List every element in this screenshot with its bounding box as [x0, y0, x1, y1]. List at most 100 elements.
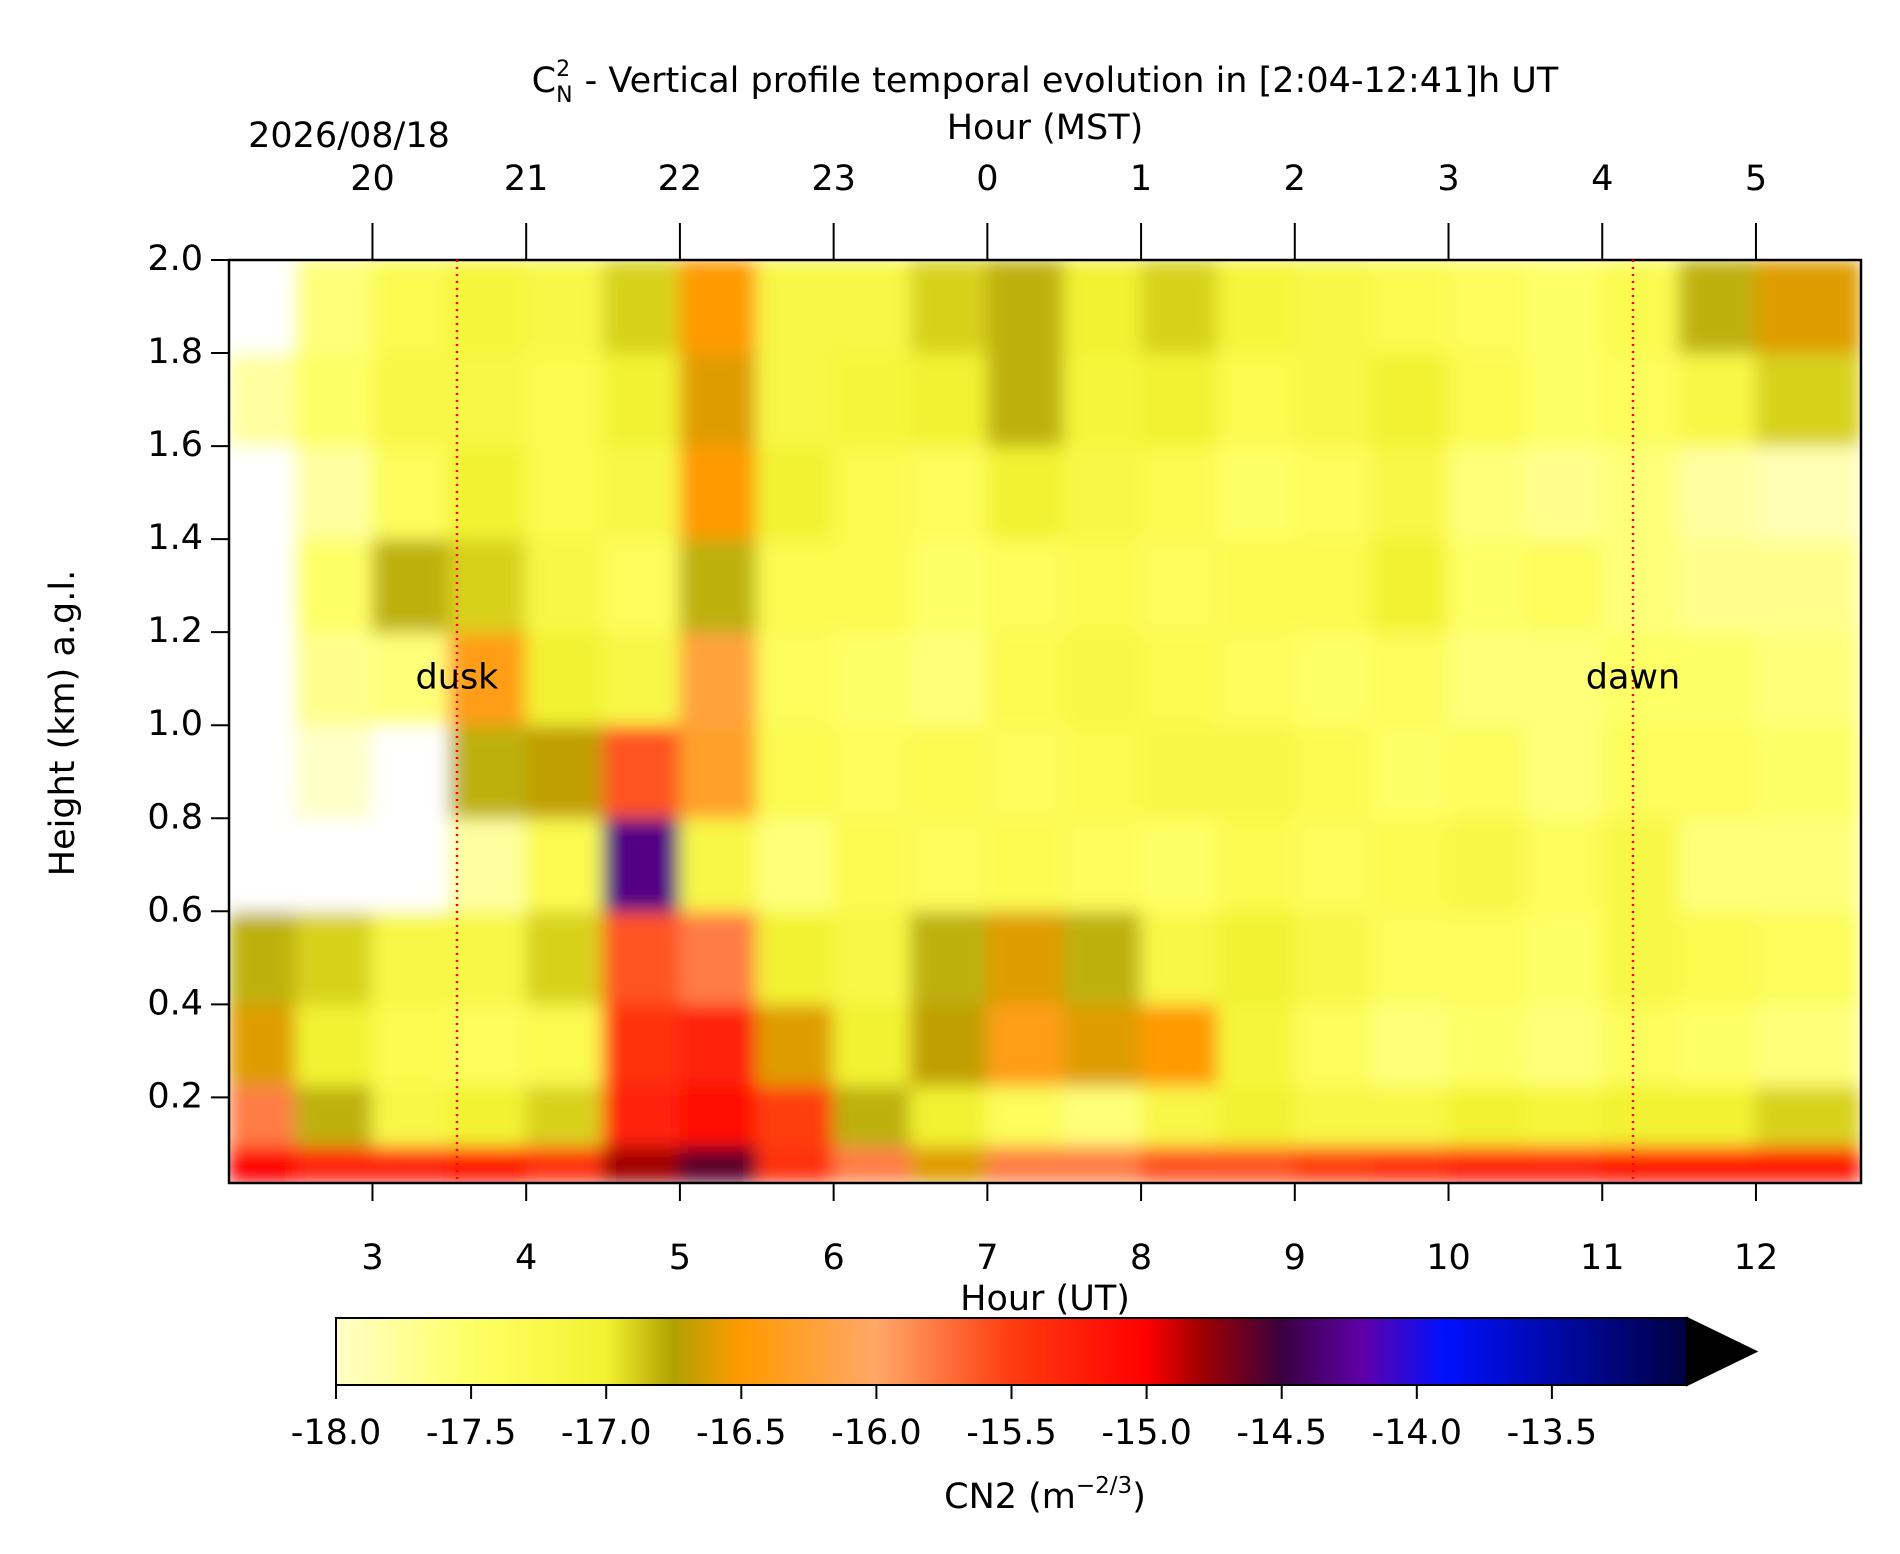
- heat-cell: [295, 817, 373, 912]
- heat-cell: [1294, 817, 1373, 912]
- heat-cell: [756, 1085, 835, 1147]
- heat-cell: [229, 538, 297, 633]
- x-tick-label: 4: [515, 1238, 537, 1278]
- heat-cell: [679, 260, 758, 354]
- heat-cell: [1601, 631, 1680, 726]
- title-sup: 2: [556, 57, 570, 82]
- heat-cell: [909, 1145, 988, 1183]
- x-tick-label: 10: [1426, 1238, 1471, 1278]
- heat-cell: [1371, 1085, 1450, 1147]
- heat-cell: [229, 910, 297, 1005]
- heat-cell: [679, 538, 758, 633]
- heat-cell: [229, 631, 297, 726]
- heat-cell: [1524, 260, 1603, 354]
- y-tick-label: 0.8: [147, 797, 203, 837]
- heat-cell: [525, 352, 604, 447]
- heat-cell: [1755, 445, 1861, 540]
- heat-cell: [1140, 910, 1219, 1005]
- heat-cell: [1217, 631, 1296, 726]
- heat-cell: [1217, 1085, 1296, 1147]
- heat-cell: [448, 538, 527, 633]
- x2-tick-label: 4: [1591, 159, 1613, 199]
- heat-cell: [1678, 910, 1757, 1005]
- heat-cell: [1601, 1085, 1680, 1147]
- heat-cell: [1217, 724, 1296, 819]
- cbar-tick-label: -15.5: [966, 1413, 1057, 1453]
- heat-cell: [525, 910, 604, 1005]
- heat-cell: [1063, 1145, 1142, 1183]
- heat-cell: [1063, 538, 1142, 633]
- heat-cell: [1448, 1145, 1526, 1183]
- heat-cell: [986, 352, 1065, 447]
- heat-cell: [909, 1003, 988, 1087]
- heat-cell: [679, 1085, 758, 1147]
- heat-cell: [1294, 445, 1373, 540]
- heat-cell: [1294, 631, 1373, 726]
- heat-cell: [1063, 1085, 1142, 1147]
- x2-tick-label: 21: [504, 159, 549, 199]
- heat-cell: [756, 724, 835, 819]
- heat-cell: [1448, 631, 1526, 726]
- cbar-tick-label: -18.0: [291, 1413, 382, 1453]
- heat-cell: [1448, 260, 1526, 354]
- y-tick-label: 1.4: [147, 518, 203, 558]
- heat-cell: [229, 724, 297, 819]
- heat-cell: [371, 260, 450, 354]
- x-tick-label: 5: [669, 1238, 691, 1278]
- heat-cell: [1448, 1003, 1526, 1087]
- heat-cell: [525, 1145, 604, 1183]
- heat-cell: [756, 1003, 835, 1087]
- heat-cell: [448, 1145, 527, 1183]
- heat-cell: [909, 910, 988, 1005]
- heat-cell: [1294, 538, 1373, 633]
- x2-tick-label: 2: [1284, 159, 1306, 199]
- heat-cell: [1063, 817, 1142, 912]
- heat-cell: [371, 1145, 450, 1183]
- heat-cell: [371, 1003, 450, 1087]
- heat-cell: [295, 631, 373, 726]
- heat-cell: [448, 352, 527, 447]
- heat-cell: [909, 1085, 988, 1147]
- heat-cell: [602, 724, 681, 819]
- heat-cell: [602, 1003, 681, 1087]
- heat-cell: [986, 1145, 1065, 1183]
- heat-cell: [679, 910, 758, 1005]
- heat-cell: [986, 817, 1065, 912]
- heat-cell: [833, 1003, 911, 1087]
- x2-tick-label: 22: [658, 159, 703, 199]
- x2-tick-label: 0: [976, 159, 998, 199]
- title-sub: N: [556, 83, 572, 108]
- heat-cell: [1601, 1003, 1680, 1087]
- heat-cell: [909, 631, 988, 726]
- heat-cell: [448, 724, 527, 819]
- x2-tick-label: 1: [1130, 159, 1152, 199]
- heat-cell: [371, 724, 450, 819]
- cbar-tick-label: -14.5: [1236, 1413, 1327, 1453]
- heat-cell: [833, 352, 911, 447]
- heat-cell: [295, 445, 373, 540]
- heat-cell: [525, 538, 604, 633]
- heat-cell: [1140, 724, 1219, 819]
- heat-cell: [229, 817, 297, 912]
- heat-cell: [448, 817, 527, 912]
- heat-cell: [1448, 724, 1526, 819]
- heat-cell: [1755, 910, 1861, 1005]
- heat-cell: [1371, 445, 1450, 540]
- heatmap: [229, 260, 1861, 1183]
- heat-cell: [1371, 352, 1450, 447]
- heat-cell: [1140, 445, 1219, 540]
- cbar-tick-label: -15.0: [1101, 1413, 1192, 1453]
- heat-cell: [1140, 1003, 1219, 1087]
- heat-cell: [1755, 260, 1861, 354]
- annotation-text: dusk: [416, 658, 500, 698]
- x-tick-label: 12: [1734, 1238, 1779, 1278]
- heat-cell: [295, 352, 373, 447]
- heat-cell: [1217, 260, 1296, 354]
- x2-tick-label: 3: [1437, 159, 1459, 199]
- heat-cell: [1755, 1003, 1861, 1087]
- heat-cell: [679, 352, 758, 447]
- date-label: 2026/08/18: [248, 116, 450, 156]
- cbar-label-sup: −2/3: [1076, 1473, 1132, 1499]
- heat-cell: [1524, 910, 1603, 1005]
